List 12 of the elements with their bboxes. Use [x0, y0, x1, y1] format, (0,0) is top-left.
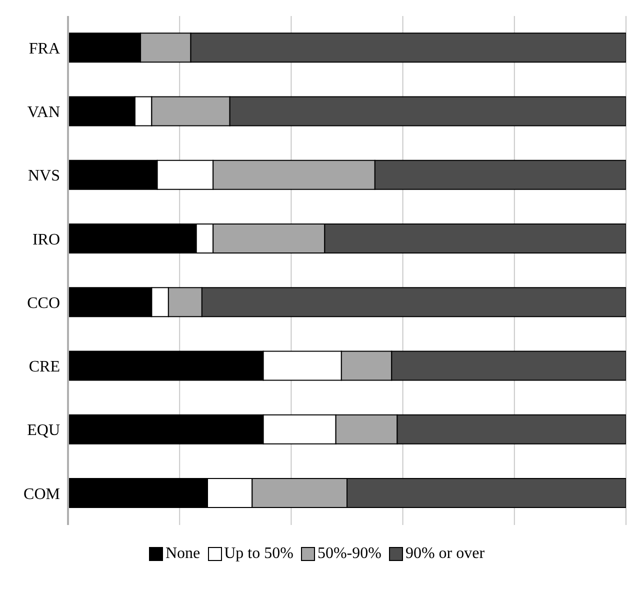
y-tick-label: CCO: [27, 294, 60, 312]
legend-label: 50%-90%: [316, 545, 382, 563]
y-tick-label: EQU: [27, 422, 60, 440]
y-tick-label: IRO: [32, 231, 60, 248]
legend-label: None: [164, 545, 200, 563]
y-tick-label: NVS: [28, 168, 60, 185]
y-tick-label: VAN: [27, 104, 60, 122]
legend-label: Up to 50%: [223, 545, 294, 563]
y-tick-label: FRA: [28, 40, 60, 58]
legend-label: 90% or over: [404, 545, 485, 563]
y-tick-label: COM: [24, 486, 60, 503]
y-tick-label: CRE: [28, 358, 60, 376]
